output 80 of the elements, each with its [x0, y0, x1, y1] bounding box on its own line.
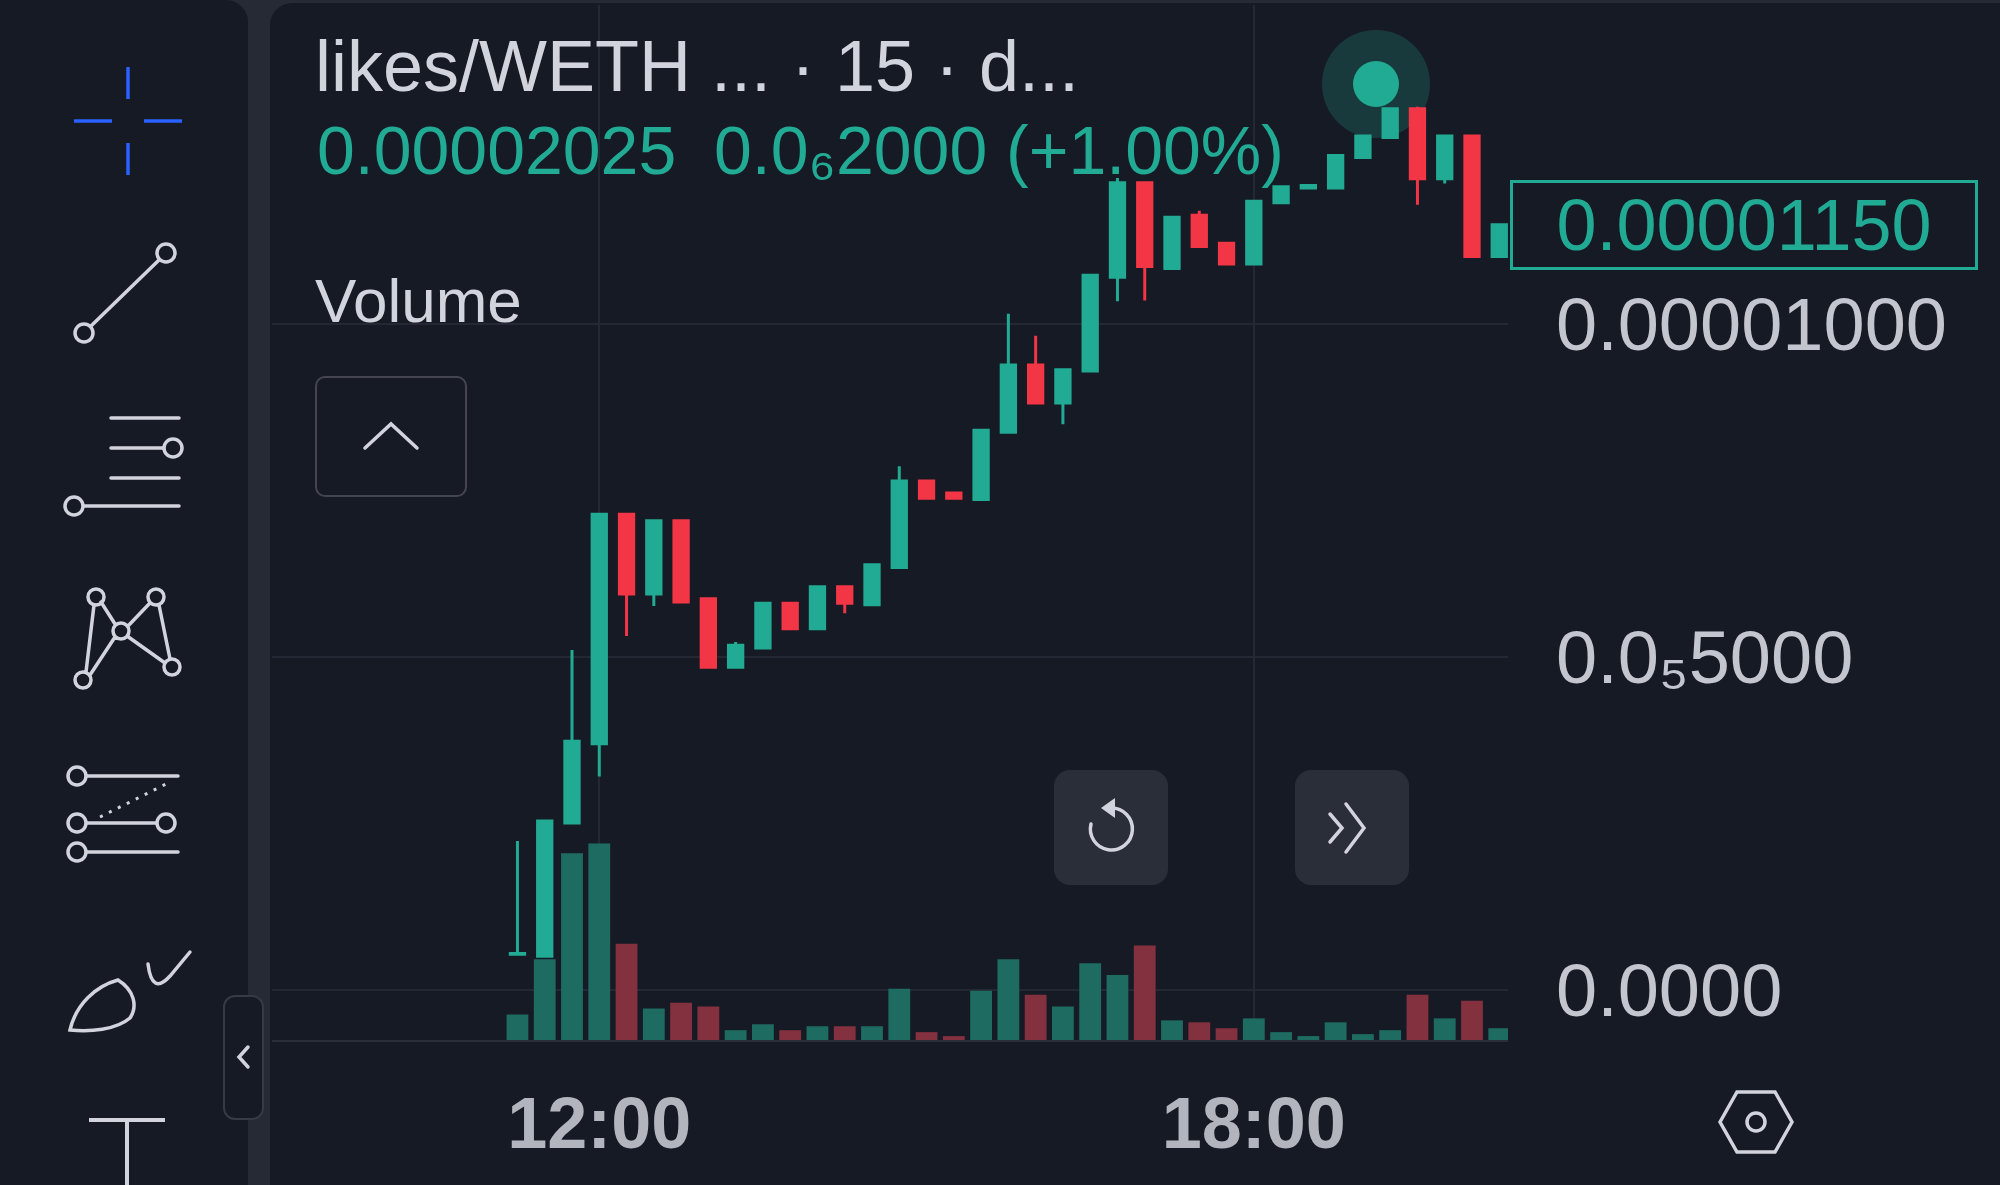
bar: [615, 943, 638, 1040]
candlestick: [945, 491, 963, 500]
x-tick-label: 12:00: [507, 1083, 692, 1164]
bar: [1324, 1022, 1347, 1040]
candlestick: [890, 466, 908, 569]
bar: [806, 1026, 829, 1040]
candlestick: [1054, 368, 1072, 425]
bar: [1161, 1020, 1183, 1040]
candlestick: [645, 519, 663, 607]
candlestick: [1245, 199, 1263, 266]
bar: [1461, 1000, 1483, 1040]
chart-title: likes/WETH ... · 15 · d...: [315, 26, 1080, 107]
candlestick: [536, 819, 554, 958]
bar: [1433, 1018, 1456, 1040]
candlestick: [781, 601, 799, 631]
bar: [833, 1026, 856, 1040]
candlestick: [617, 512, 636, 636]
bar: [970, 990, 992, 1040]
bar: [506, 1014, 529, 1040]
candlestick: [1408, 106, 1427, 205]
bar: [1024, 994, 1047, 1040]
bar: [724, 1030, 747, 1040]
candlestick: [917, 479, 936, 500]
y-tick-label: 0.00001000: [1556, 283, 1947, 367]
chart-title: Volume: [315, 265, 522, 335]
candlestick: [1381, 107, 1399, 139]
bar: [1188, 1022, 1211, 1040]
candlestick: [836, 585, 854, 614]
candlestick: [1163, 215, 1181, 271]
candlestick: [1490, 223, 1508, 259]
candlestick: [1026, 335, 1045, 405]
bar: [561, 853, 583, 1040]
bar: [588, 843, 611, 1040]
candlestick: [1217, 241, 1236, 266]
bar: [1133, 945, 1156, 1040]
y-tick-label: 0.0₅5000: [1556, 616, 1854, 700]
bar: [1106, 975, 1129, 1040]
candlestick: [972, 428, 990, 502]
candlestick: [726, 641, 745, 669]
candlestick: [863, 563, 881, 607]
x-tick-label: 18:00: [1161, 1083, 1346, 1164]
candlestick: [754, 601, 772, 650]
bar: [1052, 1006, 1074, 1040]
annotation: 0.0₆2000 (+1.00%): [714, 112, 1284, 188]
y-tick-label: 0.0000: [1556, 948, 1783, 1032]
candlestick: [1436, 134, 1454, 184]
bar: [915, 1032, 938, 1040]
bar: [697, 1006, 720, 1040]
bar: [642, 1008, 665, 1040]
bar: [1079, 963, 1102, 1040]
candlestick: [699, 597, 718, 669]
bar: [1297, 1036, 1320, 1040]
text: 0.00001150: [1556, 185, 1932, 265]
candlestick: [1354, 134, 1372, 159]
candlestick: [672, 519, 690, 604]
bar: [942, 1036, 965, 1040]
bar: [1270, 1032, 1292, 1040]
candlestick: [1299, 183, 1318, 190]
bar: [779, 1030, 802, 1040]
candlestick: [563, 649, 581, 825]
bar: [997, 959, 1020, 1040]
candlestick: [1463, 134, 1481, 259]
candlestick: [508, 840, 527, 956]
bar: [861, 1026, 883, 1040]
bar: [670, 1002, 692, 1040]
bar: [1406, 994, 1429, 1040]
candlestick: [808, 585, 827, 631]
bar: [888, 988, 911, 1040]
bar: [752, 1024, 774, 1040]
candlestick: [1326, 153, 1345, 190]
bar: [1215, 1028, 1238, 1040]
bar: [533, 959, 556, 1040]
candlestick: [1081, 273, 1099, 373]
bar: [1379, 1030, 1402, 1040]
candlestick: [1190, 210, 1208, 249]
candlestick: [999, 313, 1018, 434]
bar: [1242, 1018, 1265, 1040]
candlestick: [590, 512, 608, 777]
annotation: 0.00002025: [317, 112, 677, 188]
bar: [1352, 1034, 1374, 1040]
